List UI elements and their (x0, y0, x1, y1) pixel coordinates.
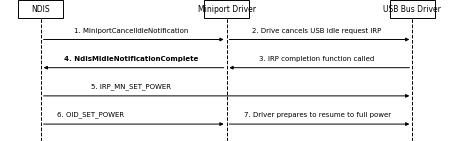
Text: 4. NdisMIdleNotificationComplete: 4. NdisMIdleNotificationComplete (64, 56, 198, 62)
FancyBboxPatch shape (204, 0, 249, 18)
FancyBboxPatch shape (390, 0, 435, 18)
Text: Miniport Driver: Miniport Driver (198, 5, 255, 14)
Text: NDIS: NDIS (31, 5, 50, 14)
FancyBboxPatch shape (18, 0, 63, 18)
Text: 1. MiniportCancelIdleNotification: 1. MiniportCancelIdleNotification (74, 28, 188, 34)
Text: 3. IRP completion function called: 3. IRP completion function called (260, 56, 375, 62)
Text: 2. Drive cancels USB idle request IRP: 2. Drive cancels USB idle request IRP (252, 28, 382, 34)
Text: USB Bus Driver: USB Bus Driver (383, 5, 441, 14)
Text: 7. Driver prepares to resume to full power: 7. Driver prepares to resume to full pow… (244, 112, 390, 118)
Text: 5. IRP_MN_SET_POWER: 5. IRP_MN_SET_POWER (92, 83, 171, 90)
Text: 6. OID_SET_POWER: 6. OID_SET_POWER (57, 112, 124, 118)
